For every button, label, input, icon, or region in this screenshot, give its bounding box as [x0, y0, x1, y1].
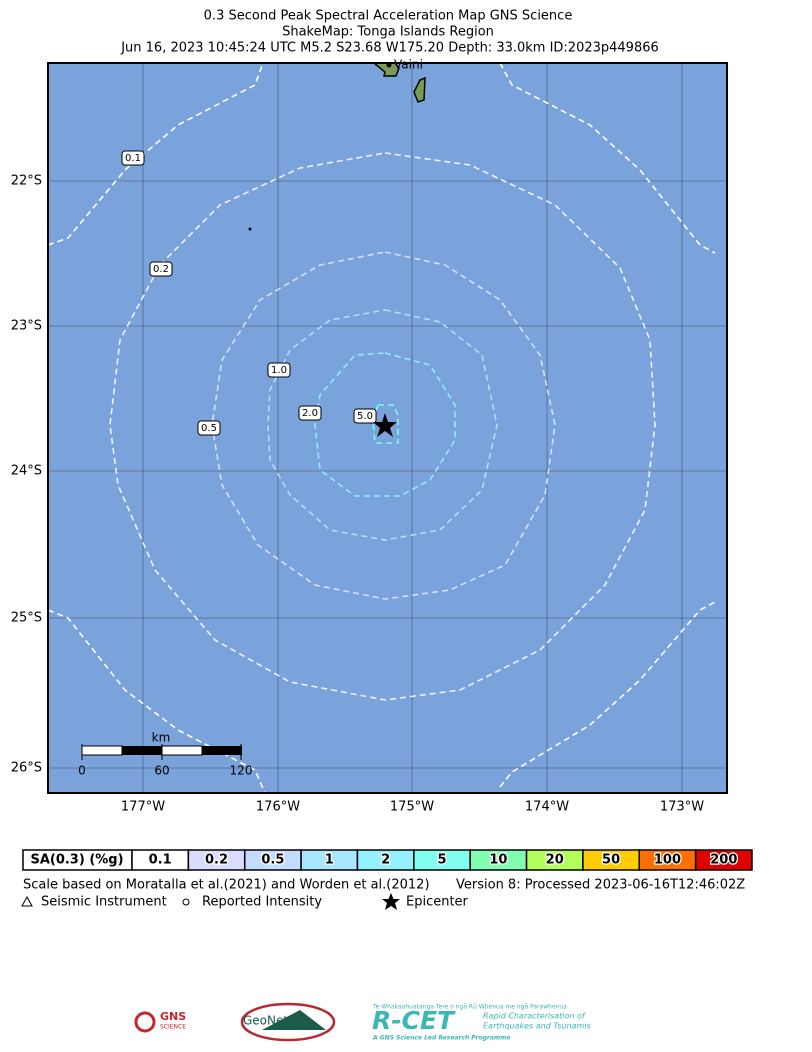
- contour-label-box: [298, 405, 322, 421]
- scale-label: 0: [78, 764, 86, 778]
- legend-value: 1: [325, 853, 334, 868]
- island: [413, 76, 426, 103]
- legend-value: 0.2: [205, 853, 228, 868]
- lon-label: 175°W: [390, 800, 434, 815]
- contour-0.1: [499, 601, 716, 788]
- epicenter: [373, 413, 397, 437]
- islet: [248, 227, 252, 231]
- lat-label: 23°S: [11, 319, 42, 334]
- instrument-symbol: [21, 895, 33, 907]
- contour-0.2: [109, 152, 656, 701]
- logo-text: Earthquakes and Tsunamis: [483, 1022, 591, 1031]
- legend-value: 2: [381, 853, 390, 868]
- legend-value: 0.5: [261, 853, 284, 868]
- contour-label-box: [353, 408, 377, 424]
- legend-value: 100: [654, 853, 681, 868]
- place-label: Vaini: [394, 58, 423, 72]
- contour-label-box: [121, 150, 145, 166]
- logo-text: A GNS Science Led Research Programme: [372, 1035, 510, 1042]
- legend-value: 10: [489, 853, 507, 868]
- legend-symbol-label: Reported Intensity: [202, 895, 322, 910]
- contour-label-box: [267, 362, 291, 378]
- contour-label: 0.5: [201, 423, 217, 434]
- legend-value: 5: [437, 853, 446, 868]
- logo-text: GeoNet: [243, 1014, 288, 1028]
- contour-0.1: [48, 63, 264, 246]
- logo-text: SCIENCE: [160, 1024, 186, 1031]
- legend-value: 20: [546, 853, 564, 868]
- contour-0.1: [499, 63, 716, 254]
- lon-label: 174°W: [525, 800, 569, 815]
- graticule: [48, 63, 727, 793]
- contour-label: 0.1: [125, 153, 141, 164]
- island: [372, 63, 400, 77]
- lat-label: 25°S: [11, 611, 42, 626]
- contour-label: 2.0: [302, 408, 318, 419]
- lat-label: 24°S: [11, 464, 42, 479]
- epicenter-symbol: [382, 893, 400, 910]
- version: Version 8: Processed 2023-06-16T12:46:02…: [456, 878, 745, 893]
- legend-swatch: [694, 849, 753, 871]
- map-layer: [48, 63, 727, 793]
- scale-unit: km: [152, 731, 171, 745]
- place-marker: [386, 62, 392, 68]
- event-info: Jun 16, 2023 10:45:24 UTC M5.2 S23.68 W1…: [120, 41, 659, 56]
- lon-label: 177°W: [121, 800, 165, 815]
- scale-label: 60: [154, 764, 169, 778]
- scale-bar: km 0 60 120: [78, 731, 252, 778]
- lat-label: 26°S: [11, 761, 42, 776]
- axis-labels: 177°W 176°W 175°W 174°W 173°W 22°S 23°S 24°S 25°…: [11, 174, 705, 815]
- logos: GNS SCIENCE GeoNet Te Whakaahuatanga Ter…: [134, 1002, 591, 1042]
- contour-0.1: [48, 609, 266, 793]
- scale-label: 120: [230, 764, 253, 778]
- contour-label-box: [149, 261, 173, 277]
- logo-text: R-CET: [372, 1006, 456, 1035]
- legend-value: 200: [710, 853, 737, 868]
- legend-value: 0.1: [149, 853, 172, 868]
- legend-symbol-label: Epicenter: [406, 895, 469, 910]
- contour-label: 1.0: [271, 365, 287, 376]
- contour-label-box: [197, 420, 221, 436]
- lon-label: 173°W: [660, 800, 704, 815]
- contour-label: 0.2: [153, 264, 169, 275]
- contour-labels: 0.1 0.2 0.5 1.0 2.0 5.0: [121, 150, 377, 436]
- logo-text: GNS: [160, 1010, 186, 1023]
- logo-text: Rapid Characterisation of: [483, 1012, 586, 1021]
- legend-value: 50: [602, 853, 620, 868]
- legend: SA(0.3) (%g) 0.1 0.2 0.5 1 2 5 10 20 50 100 200: [22, 849, 753, 871]
- legend-title: SA(0.3) (%g): [30, 853, 123, 868]
- contour-label: 5.0: [357, 411, 373, 422]
- legend-symbol-label: Seismic Instrument: [41, 895, 167, 910]
- contour-0.5: [211, 251, 556, 600]
- contour-2.0: [314, 352, 456, 497]
- intensity-symbol: [182, 898, 190, 906]
- footnote: Scale based on Moratalla et al.(2021) an…: [23, 878, 430, 893]
- subtitle: ShakeMap: Tonga Islands Region: [282, 25, 494, 40]
- logo-text: Te Whakaahuatanga Tere o ngā Rū Whenua m…: [372, 1004, 567, 1011]
- lat-label: 22°S: [11, 174, 42, 189]
- lon-label: 176°W: [256, 800, 300, 815]
- title: 0.3 Second Peak Spectral Acceleration Ma…: [204, 9, 573, 24]
